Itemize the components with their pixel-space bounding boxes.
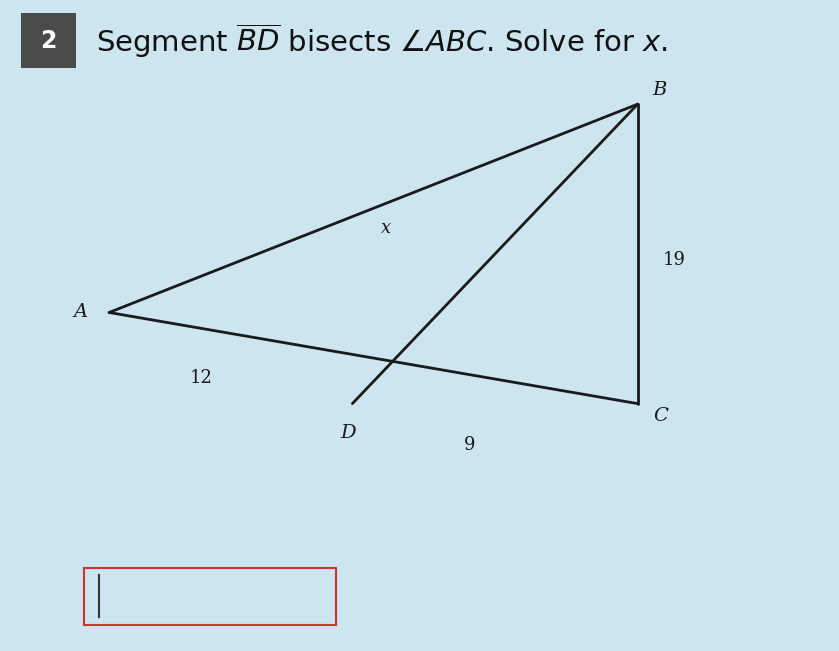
Text: 2: 2 <box>40 29 56 53</box>
Text: x: x <box>381 219 391 237</box>
Text: 9: 9 <box>464 436 476 454</box>
Text: C: C <box>653 407 668 425</box>
Text: A: A <box>74 303 88 322</box>
FancyBboxPatch shape <box>21 13 76 68</box>
Text: D: D <box>341 424 356 443</box>
FancyBboxPatch shape <box>84 568 336 625</box>
Text: 19: 19 <box>663 251 685 270</box>
Text: 12: 12 <box>190 368 213 387</box>
Text: B: B <box>653 81 667 99</box>
Text: Segment $\overline{BD}$ bisects $\angle ABC$. Solve for $x$.: Segment $\overline{BD}$ bisects $\angle … <box>96 21 669 60</box>
